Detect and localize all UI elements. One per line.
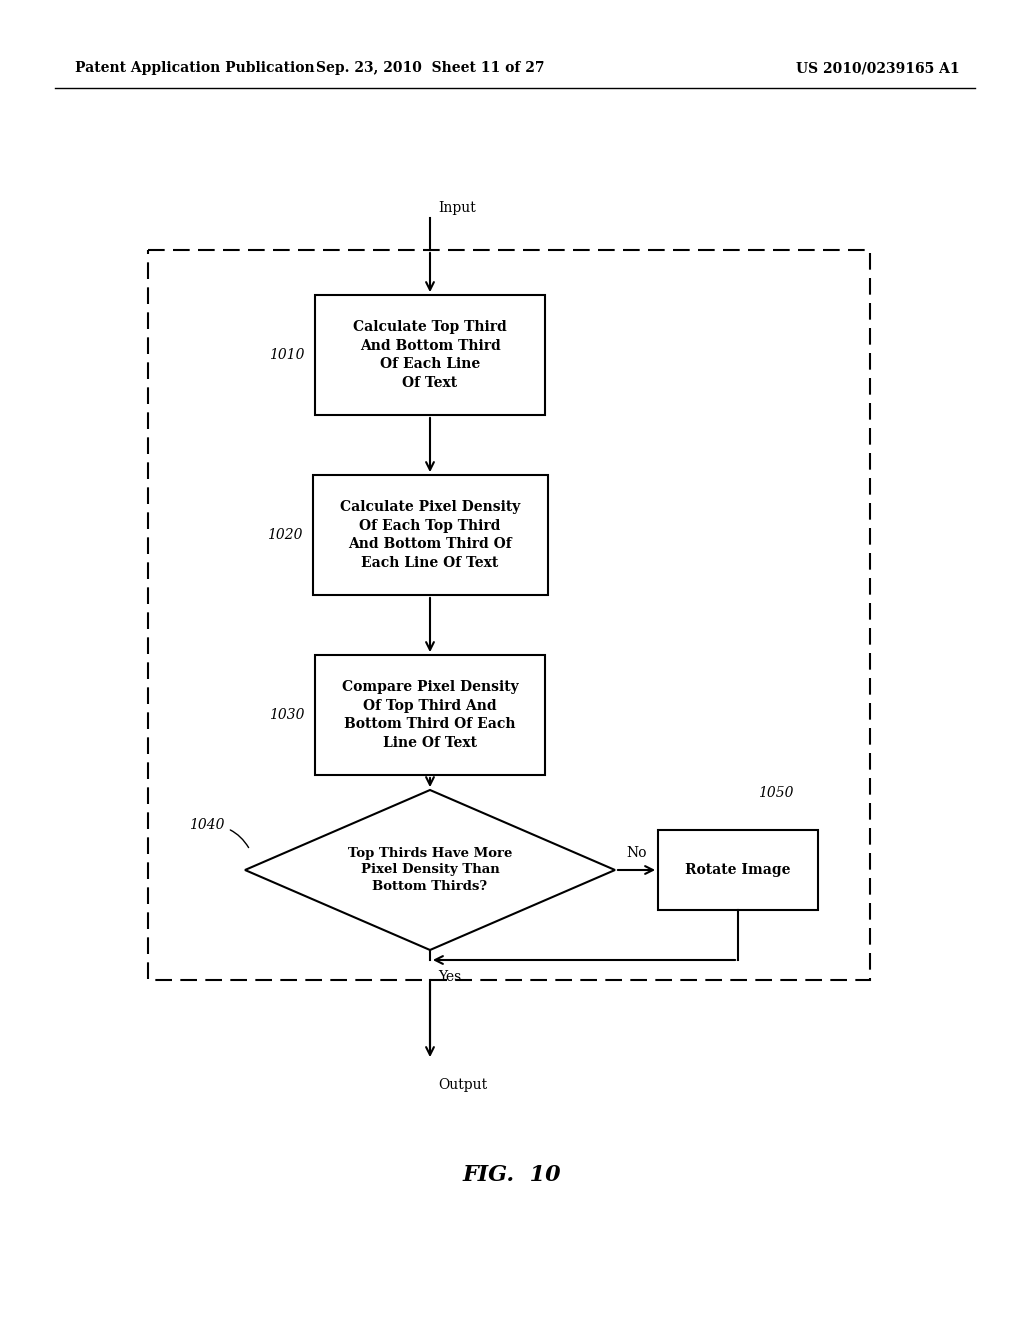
Bar (312, 475, 548, 595)
Bar (148, 249, 870, 979)
Text: Sep. 23, 2010  Sheet 11 of 27: Sep. 23, 2010 Sheet 11 of 27 (315, 61, 544, 75)
Text: Calculate Top Third
And Bottom Third
Of Each Line
Of Text: Calculate Top Third And Bottom Third Of … (353, 321, 507, 389)
Text: Input: Input (438, 201, 476, 215)
Text: Patent Application Publication: Patent Application Publication (75, 61, 314, 75)
Text: Rotate Image: Rotate Image (685, 863, 791, 876)
Text: 1040: 1040 (189, 818, 249, 847)
Text: 1050: 1050 (758, 785, 794, 800)
Text: US 2010/0239165 A1: US 2010/0239165 A1 (797, 61, 961, 75)
Text: Compare Pixel Density
Of Top Third And
Bottom Third Of Each
Line Of Text: Compare Pixel Density Of Top Third And B… (342, 680, 518, 750)
Text: Output: Output (438, 1078, 487, 1092)
Text: Top Thirds Have More
Pixel Density Than
Bottom Thirds?: Top Thirds Have More Pixel Density Than … (348, 846, 512, 894)
Text: 1030: 1030 (269, 708, 305, 722)
Text: No: No (627, 846, 647, 861)
Text: FIG.  10: FIG. 10 (463, 1164, 561, 1185)
Text: 1020: 1020 (267, 528, 302, 543)
Bar (658, 830, 818, 909)
Polygon shape (245, 789, 615, 950)
Text: Calculate Pixel Density
Of Each Top Third
And Bottom Third Of
Each Line Of Text: Calculate Pixel Density Of Each Top Thir… (340, 500, 520, 570)
Text: 1010: 1010 (269, 348, 305, 362)
Bar (315, 294, 545, 414)
Text: Yes: Yes (438, 970, 461, 983)
Bar (315, 655, 545, 775)
